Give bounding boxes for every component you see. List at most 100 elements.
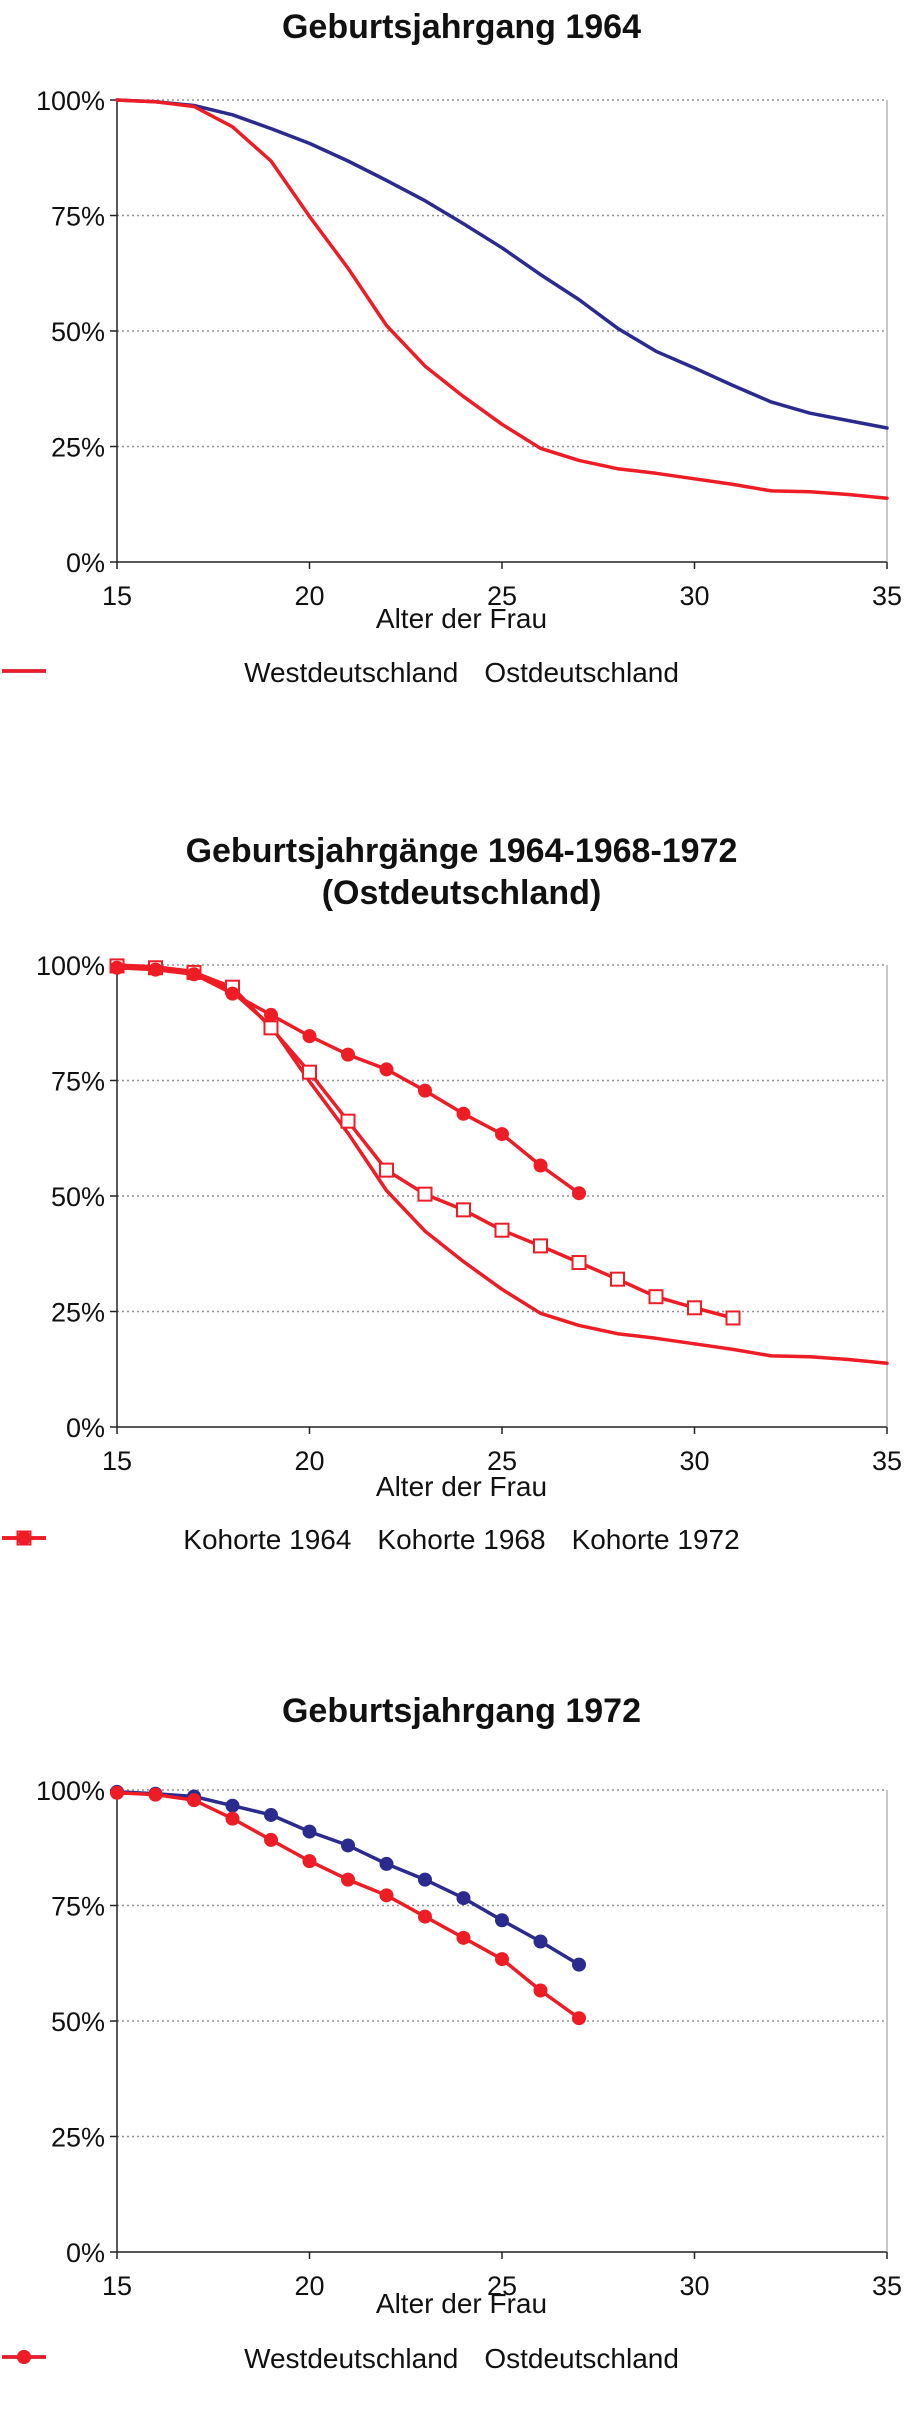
legend-swatch xyxy=(2,2350,46,2364)
data-point xyxy=(225,1811,240,1826)
y-tick-label: 75% xyxy=(51,202,105,232)
data-point xyxy=(456,1202,471,1218)
x-tick-label: 15 xyxy=(102,1446,132,1476)
series-ostdeutschland xyxy=(115,98,889,500)
legend-item-kohorte-1972: Kohorte 1972 xyxy=(2,1524,740,1556)
chart-title: Geburtsjahrgang 1964 xyxy=(281,8,641,46)
data-point xyxy=(687,1300,702,1316)
data-point xyxy=(418,1872,432,1887)
series-line xyxy=(115,98,889,430)
chart-legend: Westdeutschland Ostdeutschland xyxy=(0,657,923,689)
x-tick-label: 20 xyxy=(294,1446,324,1476)
data-point xyxy=(418,1083,432,1098)
y-tick-label: 75% xyxy=(51,1067,105,1097)
data-point xyxy=(302,1854,317,1869)
legend-label: Westdeutschland xyxy=(244,657,459,688)
data-point xyxy=(533,1983,548,1998)
x-tick-label: 30 xyxy=(679,2271,709,2301)
legend-item-ostdeutschland: Ostdeutschland xyxy=(2,2343,679,2375)
y-tick-label: 50% xyxy=(51,2007,105,2037)
data-point xyxy=(379,1162,394,1178)
data-point xyxy=(379,1062,394,1077)
x-tick-label: 35 xyxy=(872,2271,902,2301)
data-point xyxy=(302,1064,317,1080)
data-point xyxy=(225,986,240,1001)
y-tick-label: 25% xyxy=(51,1298,105,1328)
chart-plot: 0% 25% 50% 75% 100% 15 20 25 30 35 xyxy=(36,1776,902,2301)
y-tick-label: 100% xyxy=(36,1776,105,1806)
data-point xyxy=(110,960,124,975)
series-ostdeutschland xyxy=(110,1785,586,2026)
data-point xyxy=(572,1957,586,1972)
chart-title-line-2: (Ostdeutschland) xyxy=(321,874,602,912)
legend-marker xyxy=(17,2350,31,2364)
x-tick-label: 35 xyxy=(872,1446,902,1476)
data-point xyxy=(341,1838,355,1853)
y-tick-label: 0% xyxy=(66,2238,105,2268)
data-point xyxy=(456,1930,471,1945)
chart-panel-1972: Geburtsjahrgang 1972 0% 25% 50% 75% 100% 15 20… xyxy=(0,1690,923,2420)
data-point xyxy=(725,1310,741,1326)
data-point xyxy=(572,2011,586,2026)
chart-title-line-1: Geburtsjahrgänge 1964-1968-1972 xyxy=(185,832,738,870)
series-kohorte-1968 xyxy=(109,958,741,1326)
x-axis-title: Alter der Frau xyxy=(375,603,548,634)
data-point xyxy=(225,1798,240,1813)
data-point xyxy=(379,1888,394,1903)
data-point xyxy=(610,1271,625,1287)
y-tick-label: 100% xyxy=(36,86,105,116)
legend-label: Kohorte 1964 xyxy=(183,1524,352,1555)
chart-legend: Kohorte 1964 Kohorte 1968 Kohorte 1972 xyxy=(0,1524,923,1556)
x-tick-label: 30 xyxy=(679,581,709,611)
data-point xyxy=(341,1047,355,1062)
legend-label: Westdeutschland xyxy=(244,2343,459,2374)
data-point xyxy=(187,967,201,982)
data-point xyxy=(495,1127,509,1142)
legend-item-kohorte-1968: Kohorte 1968 xyxy=(2,1524,546,1556)
data-point xyxy=(648,1289,664,1305)
x-tick-label: 25 xyxy=(487,2271,517,2301)
legend-item-westdeutschland: Westdeutschland xyxy=(2,2343,459,2375)
chart-plot: 0% 25% 50% 75% 100% 15 20 25 30 35 xyxy=(36,951,902,1476)
x-tick-label: 25 xyxy=(487,1446,517,1476)
data-point xyxy=(418,1909,432,1924)
data-point xyxy=(187,1793,201,1808)
legend-label: Kohorte 1972 xyxy=(571,1524,740,1555)
y-tick-label: 25% xyxy=(51,433,105,463)
legend-label: Ostdeutschland xyxy=(484,657,679,688)
chart-title: Geburtsjahrgänge 1964-1968-1972 (Ostdeut… xyxy=(0,830,923,914)
data-point xyxy=(533,1158,548,1173)
data-point xyxy=(302,1824,317,1839)
data-point xyxy=(110,1785,124,1800)
x-tick-label: 15 xyxy=(102,2271,132,2301)
legend-label: Ostdeutschland xyxy=(484,2343,679,2374)
data-point xyxy=(456,1106,471,1121)
x-axis-title: Alter der Frau xyxy=(375,1471,548,1502)
chart-title: Geburtsjahrgang 1972 xyxy=(281,1692,641,1730)
y-tick-label: 50% xyxy=(51,1182,105,1212)
data-point xyxy=(302,1029,317,1044)
data-point xyxy=(495,1952,509,1967)
data-point xyxy=(264,1007,278,1022)
y-tick-label: 75% xyxy=(51,1892,105,1922)
x-tick-label: 30 xyxy=(679,1446,709,1476)
data-point xyxy=(341,1872,355,1887)
series-line xyxy=(115,964,735,1320)
y-tick-label: 0% xyxy=(66,548,105,578)
chart-panel-kohorten: Geburtsjahrgänge 1964-1968-1972 (Ostdeut… xyxy=(0,820,923,1620)
data-point xyxy=(264,1832,278,1847)
legend-swatch xyxy=(2,1531,46,1545)
y-tick-label: 25% xyxy=(51,2123,105,2153)
y-tick-label: 0% xyxy=(66,1413,105,1443)
chart-legend: Westdeutschland Ostdeutschland xyxy=(0,2343,923,2375)
series-kohorte-1964 xyxy=(115,963,889,1365)
data-point xyxy=(456,1891,471,1906)
data-point xyxy=(495,1913,509,1928)
data-point xyxy=(533,1238,548,1254)
chart-panel-1964: Geburtsjahrgang 1964 0% 25% 50% 75% 100% 15 20… xyxy=(0,0,923,730)
series-westdeutschland xyxy=(115,98,889,430)
legend-label: Kohorte 1968 xyxy=(377,1524,546,1555)
legend-item-kohorte-1964: Kohorte 1964 xyxy=(2,1524,352,1556)
x-tick-label: 20 xyxy=(294,2271,324,2301)
x-tick-label: 35 xyxy=(872,581,902,611)
